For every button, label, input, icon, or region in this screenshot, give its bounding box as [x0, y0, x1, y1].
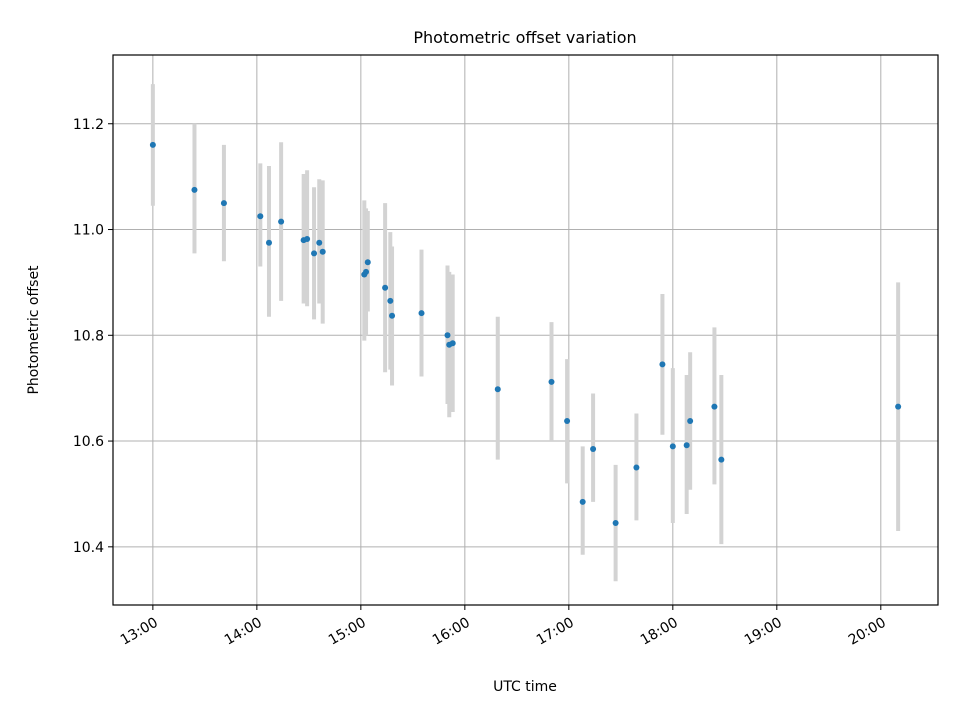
data-point	[564, 417, 571, 424]
data-point	[319, 248, 326, 255]
y-axis-ticks: 10.4 10.6 10.8 11.0 11.2	[73, 117, 113, 556]
x-axis-label: UTC time	[493, 679, 557, 695]
data-point	[149, 141, 156, 148]
data-point	[659, 361, 666, 368]
data-point	[364, 259, 371, 266]
data-point	[579, 498, 586, 505]
data-point	[895, 403, 902, 410]
data-point	[687, 417, 694, 424]
data-point	[449, 340, 456, 347]
data-point	[669, 443, 676, 450]
data-point	[265, 239, 272, 246]
data-point	[612, 520, 619, 527]
y-tick-label: 10.4	[73, 540, 104, 556]
y-tick-label: 11.2	[73, 117, 104, 133]
data-points	[149, 141, 902, 527]
plot-frame	[112, 54, 939, 606]
grid	[113, 55, 938, 605]
data-point	[382, 284, 389, 291]
data-point	[494, 386, 501, 393]
data-point	[311, 250, 318, 257]
chart-title: Photometric offset variation	[413, 28, 636, 47]
data-point	[316, 239, 323, 246]
data-point	[418, 310, 425, 317]
data-point	[548, 378, 555, 385]
data-point	[590, 445, 597, 452]
data-point	[304, 236, 311, 243]
data-point	[389, 312, 396, 319]
data-point	[711, 403, 718, 410]
data-point	[363, 268, 370, 275]
data-point	[257, 213, 264, 220]
y-tick-label: 11.0	[73, 223, 104, 239]
y-tick-label: 10.8	[73, 328, 104, 344]
y-axis-label: Photometric offset	[26, 265, 42, 395]
data-point	[220, 200, 227, 207]
data-point	[387, 297, 394, 304]
data-point	[718, 456, 725, 463]
data-point	[444, 332, 451, 339]
data-point	[191, 186, 198, 193]
data-point	[683, 442, 690, 449]
data-point	[278, 218, 285, 225]
y-tick-label: 10.6	[73, 434, 104, 450]
data-point	[633, 464, 640, 471]
